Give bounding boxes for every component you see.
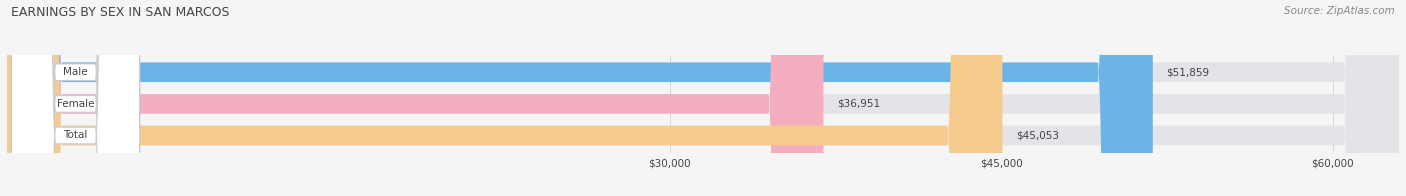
FancyBboxPatch shape — [7, 0, 1399, 196]
Text: Female: Female — [56, 99, 94, 109]
FancyBboxPatch shape — [11, 0, 139, 196]
Text: $51,859: $51,859 — [1166, 67, 1209, 77]
FancyBboxPatch shape — [7, 0, 1153, 196]
Text: EARNINGS BY SEX IN SAN MARCOS: EARNINGS BY SEX IN SAN MARCOS — [11, 6, 229, 19]
FancyBboxPatch shape — [7, 0, 824, 196]
FancyBboxPatch shape — [11, 0, 139, 196]
FancyBboxPatch shape — [7, 0, 1399, 196]
Text: $45,053: $45,053 — [1015, 131, 1059, 141]
Text: Source: ZipAtlas.com: Source: ZipAtlas.com — [1284, 6, 1395, 16]
FancyBboxPatch shape — [11, 0, 139, 196]
Text: Male: Male — [63, 67, 87, 77]
FancyBboxPatch shape — [7, 0, 1399, 196]
FancyBboxPatch shape — [7, 0, 1002, 196]
Text: $36,951: $36,951 — [837, 99, 880, 109]
Text: Total: Total — [63, 131, 87, 141]
